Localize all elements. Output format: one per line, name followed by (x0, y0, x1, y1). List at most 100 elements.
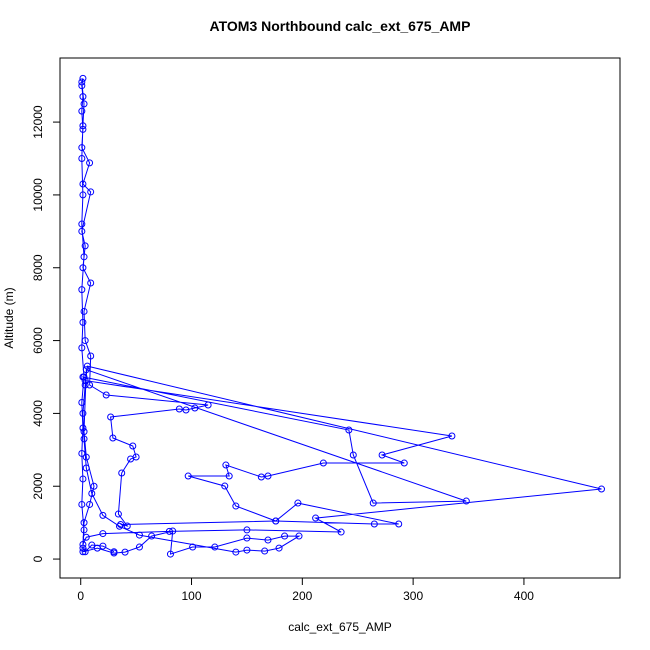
data-point (109, 434, 117, 442)
data-point (81, 337, 89, 345)
y-tick-label: 4000 (31, 400, 45, 427)
data-point (132, 453, 140, 461)
data-point (79, 191, 87, 199)
data-point (79, 74, 87, 82)
data-point (148, 532, 156, 540)
data-point (82, 453, 90, 461)
data-point (78, 344, 86, 352)
data-point (165, 527, 173, 535)
data-point (80, 373, 88, 381)
data-point (78, 78, 86, 86)
data-point (204, 401, 212, 409)
data-point (79, 264, 87, 272)
data-point (191, 404, 199, 412)
data-point (79, 424, 87, 432)
data-point (81, 548, 89, 556)
data-point (175, 405, 183, 413)
data-point (166, 550, 174, 558)
data-point (189, 543, 197, 551)
data-point (222, 461, 230, 469)
data-point (211, 543, 219, 551)
data-point (264, 472, 272, 480)
data-point (80, 253, 88, 261)
data-point (116, 522, 124, 530)
data-point (82, 533, 90, 541)
data-point (135, 543, 143, 551)
data-line (81, 78, 602, 555)
data-point (264, 536, 272, 544)
data-point (78, 82, 86, 90)
y-tick-label: 8000 (31, 254, 45, 281)
data-point (369, 499, 377, 507)
data-point (80, 435, 88, 443)
x-tick-label: 400 (514, 589, 534, 603)
data-point (79, 540, 87, 548)
data-point (261, 547, 269, 555)
data-point (312, 514, 320, 522)
data-point (225, 472, 233, 480)
data-point (110, 548, 118, 556)
x-tick-label: 300 (403, 589, 423, 603)
data-point (135, 531, 143, 539)
data-point (232, 502, 240, 510)
data-point (184, 472, 192, 480)
data-point (82, 464, 90, 472)
x-tick-label: 0 (77, 589, 84, 603)
data-point (79, 548, 87, 556)
data-point (81, 242, 89, 250)
data-point (87, 279, 95, 287)
data-point (79, 318, 87, 326)
data-point (102, 391, 110, 399)
data-point (232, 548, 240, 556)
data-point (80, 100, 88, 108)
data-point (79, 475, 87, 483)
data-point (169, 527, 177, 535)
data-point (78, 107, 86, 115)
chart-title: ATOM3 Northbound calc_ext_675_AMP (210, 18, 471, 34)
data-point (221, 482, 229, 490)
y-tick-label: 6000 (31, 327, 45, 354)
data-point (107, 413, 115, 421)
data-point (129, 442, 137, 450)
x-axis-label: calc_ext_675_AMP (288, 620, 391, 634)
data-point (349, 451, 357, 459)
data-point (82, 366, 90, 374)
data-point (182, 406, 190, 414)
data-point (79, 122, 87, 130)
data-point (378, 451, 386, 459)
data-point (121, 548, 129, 556)
data-point (83, 362, 91, 370)
data-point (78, 398, 86, 406)
data-point (295, 532, 303, 540)
plot-frame (59, 57, 621, 579)
data-point (80, 519, 88, 527)
data-point (78, 220, 86, 228)
data-point (114, 510, 122, 518)
data-point (243, 546, 251, 554)
data-point (90, 482, 98, 490)
data-point (78, 286, 86, 294)
data-point (79, 180, 87, 188)
data-point (99, 542, 107, 550)
data-point (88, 541, 96, 549)
data-point (79, 544, 87, 552)
y-axis-label: Altitude (m) (2, 287, 16, 348)
y-tick-label: 12000 (31, 105, 45, 139)
data-point (80, 307, 88, 315)
data-point (243, 534, 251, 542)
data-point (81, 377, 89, 385)
data-point (395, 520, 403, 528)
data-point (79, 93, 87, 101)
data-point (345, 426, 353, 434)
data-point (78, 155, 86, 163)
data-point (86, 159, 94, 167)
data-point (99, 511, 107, 519)
data-point (448, 432, 456, 440)
data-point (257, 473, 265, 481)
y-tick-label: 0 (31, 555, 45, 562)
data-point (243, 526, 251, 534)
data-point (79, 125, 87, 133)
y-tick-label: 10000 (31, 178, 45, 212)
